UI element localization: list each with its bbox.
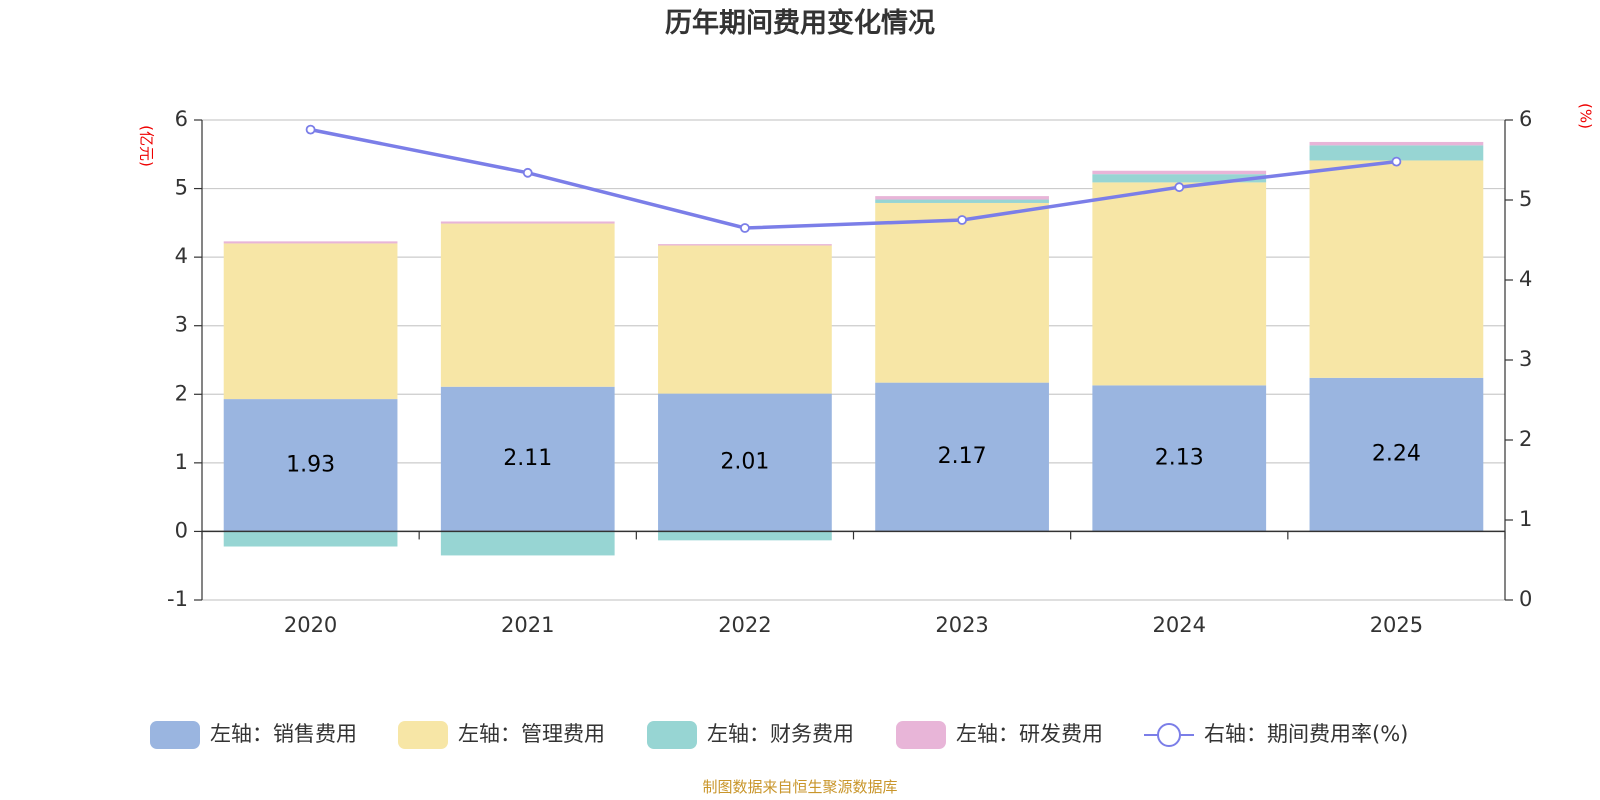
x-tick-label: 2024: [1153, 613, 1206, 637]
bar-segment-0-2025: [1309, 377, 1484, 532]
rate-line: [310, 127, 1397, 230]
right-axis-unit-label: (%): [1577, 103, 1595, 129]
legend-label: 左轴：研发费用: [956, 722, 1103, 746]
bar-segment-1-2022: [658, 245, 832, 394]
bar-segment-2-2020: [223, 531, 398, 547]
bar-segment-3-2025: [1309, 141, 1484, 146]
rate-point-2020: [305, 124, 316, 135]
right-tick-label: 5: [1519, 187, 1532, 211]
x-tick-label: 2021: [501, 613, 554, 637]
bar-segment-3-2022: [658, 244, 832, 246]
bar-segment-2-2024: [1092, 174, 1267, 183]
x-tick-label: 2022: [718, 613, 771, 637]
bar-segment-0-2023: [875, 382, 1049, 532]
bar-segment-0-2021: [440, 386, 615, 532]
left-tick-label: 0: [175, 518, 188, 542]
axes: -1 0 1 2 3 4 5 6 0 1 2 3 4 5 6 2020 2021 2022 2023 2024 2025: [167, 107, 1532, 637]
source-note: 制图数据来自恒生聚源数据库: [702, 778, 897, 796]
data-label: 2.11: [503, 446, 552, 471]
legend-marker-icon: [1157, 723, 1181, 747]
bar-segment-2-2021: [440, 531, 615, 556]
line-series: [305, 124, 1402, 233]
data-label: 2.17: [938, 444, 987, 469]
rate-point-2025: [1391, 156, 1402, 167]
bar-segment-0-2022: [658, 393, 832, 532]
bar-segment-0-2024: [1092, 385, 1267, 532]
right-tick-label: 1: [1519, 507, 1532, 531]
right-tick-label: 3: [1519, 347, 1532, 371]
legend-item[interactable]: 左轴：财务费用: [647, 721, 854, 749]
left-tick-label: 2: [175, 381, 188, 405]
right-tick-label: 4: [1519, 267, 1532, 291]
legend-label: 左轴：财务费用: [707, 722, 854, 746]
bar-segment-2-2023: [875, 199, 1049, 203]
data-label: 1.93: [286, 452, 335, 477]
legend-label: 左轴：销售费用: [210, 722, 357, 746]
bar-segment-0-2020: [223, 399, 398, 532]
bar-segment-3-2023: [875, 196, 1049, 200]
legend-swatch: [647, 721, 697, 749]
rate-point-2024: [1174, 182, 1185, 193]
legend-swatch: [150, 721, 200, 749]
bar-segment-1-2021: [440, 223, 615, 387]
left-axis-unit: (亿元): [138, 125, 156, 167]
bar-segment-3-2020: [223, 241, 398, 244]
right-tick-label: 0: [1519, 587, 1532, 611]
right-axis-unit: (%): [1577, 103, 1595, 129]
legend-swatch: [896, 721, 946, 749]
left-axis-unit-label: (亿元): [138, 125, 156, 167]
right-tick-label: 2: [1519, 427, 1532, 451]
rate-point-2022: [740, 223, 750, 233]
data-label: 2.13: [1155, 445, 1204, 470]
bar-segment-3-2021: [440, 221, 615, 224]
right-tick-label: 6: [1519, 107, 1532, 131]
left-tick-label: 4: [175, 244, 188, 268]
left-tick-label: 6: [175, 107, 188, 131]
x-tick-label: 2020: [284, 613, 337, 637]
left-tick-label: 3: [175, 313, 188, 337]
bar-segment-2-2025: [1309, 145, 1484, 161]
bar-segment-1-2025: [1309, 160, 1484, 378]
left-tick-label: -1: [167, 587, 188, 611]
chart-title: 历年期间费用变化情况: [665, 7, 935, 39]
data-labels: 1.93 2.11 2.01 2.17 2.13 2.24: [286, 442, 1421, 478]
legend-label: 右轴：期间费用率(%): [1204, 722, 1408, 746]
bar-segment-1-2024: [1092, 182, 1267, 386]
legend-label: 左轴：管理费用: [458, 722, 605, 746]
data-label: 2.24: [1372, 442, 1421, 467]
legend-item[interactable]: 右轴：期间费用率(%): [1144, 722, 1408, 747]
legend-item[interactable]: 左轴：研发费用: [896, 721, 1103, 749]
bars: [223, 141, 1484, 556]
bar-segment-1-2023: [875, 202, 1049, 383]
legend-swatch: [398, 721, 448, 749]
left-tick-label: 1: [175, 450, 188, 474]
bar-segment-1-2020: [223, 243, 398, 400]
left-tick-label: 5: [175, 176, 188, 200]
legend: 左轴：销售费用 左轴：管理费用 左轴：财务费用 左轴：研发费用 右轴：期间费用率(%): [150, 721, 1408, 749]
rate-point-2021: [522, 167, 533, 178]
bar-segment-2-2022: [658, 531, 832, 541]
data-label: 2.01: [720, 450, 769, 475]
x-tick-label: 2023: [935, 613, 988, 637]
rate-point-2023: [957, 215, 967, 225]
x-tick-label: 2025: [1370, 613, 1423, 637]
legend-item[interactable]: 左轴：销售费用: [150, 721, 357, 749]
bar-segment-3-2024: [1092, 170, 1267, 175]
legend-item[interactable]: 左轴：管理费用: [398, 721, 605, 749]
